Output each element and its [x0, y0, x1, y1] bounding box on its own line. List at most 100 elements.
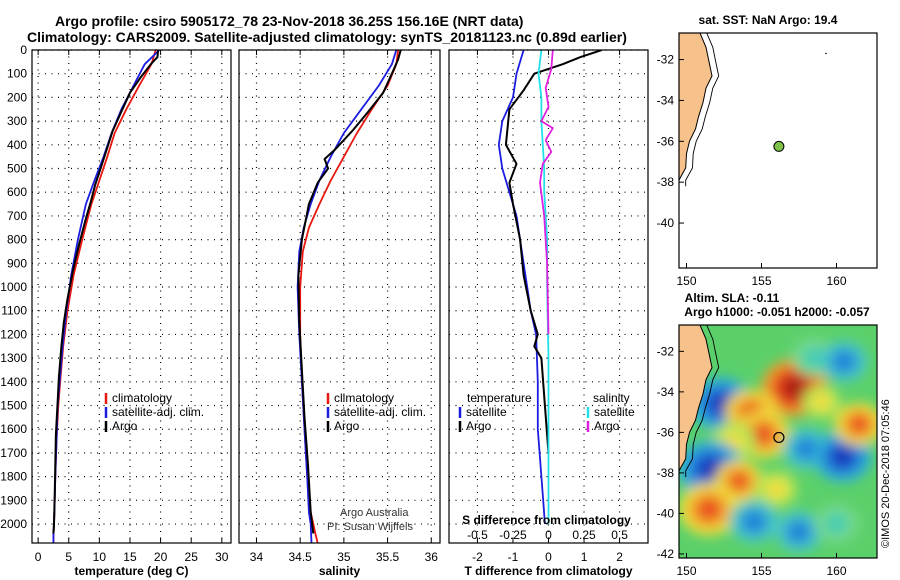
sal-legend-label-2: Argo	[334, 419, 360, 433]
x-tick-label-0: 0	[545, 550, 552, 564]
sla-blob-core-11	[798, 440, 815, 457]
x-tick-label-35.5: 35.5	[376, 550, 400, 564]
sst-map-content	[679, 33, 720, 187]
sla-frame	[678, 324, 878, 559]
sla-y-tick-label--40: -40	[657, 506, 675, 520]
x-tick-label-25: 25	[185, 550, 199, 564]
y-tick-label-800: 800	[7, 233, 27, 247]
panel-frame-temperature	[31, 49, 232, 544]
series-group-differences	[497, 50, 603, 525]
x-tick-label-5: 5	[65, 550, 72, 564]
temp-legend-label-2: Argo	[112, 419, 138, 433]
sla-blob-core-9	[698, 499, 720, 520]
sla-blob-core-12	[832, 446, 853, 467]
y-tick-label-200: 200	[7, 90, 27, 104]
y-tick-label-1000: 1000	[0, 280, 27, 294]
sla-blob-core-2	[836, 353, 852, 370]
series-line-salinity-argo	[539, 50, 554, 335]
x-tick-label-35: 35	[337, 550, 351, 564]
figure-title-line1: Argo profile: csiro 5905172_78 23-Nov-20…	[55, 13, 524, 29]
sla-anomalies	[679, 338, 877, 553]
panel-frame-salinity	[238, 49, 441, 544]
sla-y-tick-label--38: -38	[657, 466, 675, 480]
sst-x-tick-label-155: 155	[751, 274, 771, 288]
series-group-temperature	[52, 50, 161, 543]
sst-y-tick-label--34: -34	[657, 93, 675, 107]
y-tick-label-1700: 1700	[0, 446, 27, 460]
sla-argo-marker	[773, 431, 785, 444]
x2-tick-label-3: 0.25	[572, 528, 596, 542]
y-tick-label-1900: 1900	[0, 493, 27, 507]
y-tick-label-600: 600	[7, 185, 27, 199]
series-line-temperature-satellite	[497, 50, 546, 525]
sla-y-tick-label--36: -36	[657, 425, 675, 439]
series-line-satellite-adj-clim-	[296, 50, 398, 543]
sal-legend-label-0: climatology	[334, 391, 394, 405]
panel-differences	[448, 49, 649, 544]
y-tick-label-1500: 1500	[0, 399, 27, 413]
sla-blob-core-10	[769, 482, 784, 497]
x-tick-label-1: 1	[581, 550, 588, 564]
x-tick-label--1: -1	[508, 550, 519, 564]
x-tick-label-10: 10	[93, 550, 107, 564]
sst-x-tick-label-160: 160	[826, 274, 846, 288]
y-tick-label-1100: 1100	[1, 304, 27, 318]
y-tick-label-100: 100	[7, 67, 27, 81]
annotation-argo-australia: Argo Australia	[340, 507, 409, 519]
sst-x-tick-label-150: 150	[676, 274, 696, 288]
x-axis-label-salinity: salinity	[319, 564, 361, 578]
diff-legend-right-label-0: satellite	[594, 405, 635, 419]
sla-shelf-contour	[685, 325, 720, 477]
sst-map-speck	[825, 52, 827, 55]
y-tick-label-1200: 1200	[0, 327, 27, 341]
sla-blob-core-0	[783, 376, 806, 399]
sla-y-tick-label--34: -34	[657, 385, 675, 399]
sst-frame	[678, 32, 878, 269]
sla-map-content	[679, 325, 877, 558]
sla-land	[679, 325, 713, 478]
series-group-salinity	[296, 50, 402, 543]
sst-map-title: sat. SST: NaN Argo: 19.4	[699, 13, 838, 27]
y-tick-label-1400: 1400	[0, 375, 27, 389]
y-tick-label-1600: 1600	[0, 422, 27, 436]
sla-blob-core-5	[753, 425, 773, 444]
sst-y-tick-label--36: -36	[657, 134, 675, 148]
temp-legend-label-1: satellite-adj. clim.	[112, 405, 204, 419]
sla-blob-core-14	[745, 513, 763, 530]
x-tick-label-2: 2	[616, 550, 623, 564]
annotation-pi: PI: Susan Wijffels	[327, 521, 413, 533]
x2-tick-label-2: 0	[545, 528, 552, 542]
sla-map	[678, 324, 878, 559]
y-tick-label-2000: 2000	[0, 517, 27, 531]
sla-blob-core-16	[829, 516, 844, 531]
sst-land	[679, 33, 713, 187]
x2-axis-label: S difference from climatology	[462, 513, 631, 527]
sst-y-tick-label--40: -40	[657, 216, 675, 230]
sla-y-tick-label--32: -32	[657, 344, 675, 358]
diff-legend-left-label-0: satellite	[466, 405, 507, 419]
sla-map-title: Altim. SLA: -0.11	[685, 291, 780, 305]
sla-map-subtitle: Argo h1000: -0.051 h2000: -0.057	[684, 305, 870, 319]
figure-title-line2: Climatology: CARS2009. Satellite-adjuste…	[27, 29, 627, 45]
y-tick-label-400: 400	[7, 138, 27, 152]
x-tick-label-0: 0	[35, 550, 42, 564]
y-tick-label-700: 700	[7, 209, 27, 223]
temp-legend-label-0: climatology	[112, 391, 172, 405]
x2-tick-label-0: -0.5	[467, 528, 488, 542]
sla-blob-core-7	[699, 457, 722, 480]
x2-tick-label-1: -0.25	[499, 528, 527, 542]
sst-y-tick-label--32: -32	[657, 53, 675, 67]
series-line-argo	[52, 50, 160, 534]
sst-argo-marker	[773, 140, 785, 152]
sst-shelf-contour	[685, 33, 720, 187]
diff-legend-left-header: temperature	[467, 391, 532, 405]
diff-legend-left-label-1: Argo	[466, 419, 492, 433]
sla-blob-core-1	[806, 350, 822, 365]
x-axis-label-differences: T difference from climatology	[464, 564, 632, 578]
y-tick-label-0: 0	[20, 43, 27, 57]
sla-x-tick-label-160: 160	[826, 564, 846, 578]
y-tick-label-300: 300	[7, 114, 27, 128]
x-tick-label-20: 20	[154, 550, 168, 564]
series-line-climatology	[299, 50, 399, 543]
